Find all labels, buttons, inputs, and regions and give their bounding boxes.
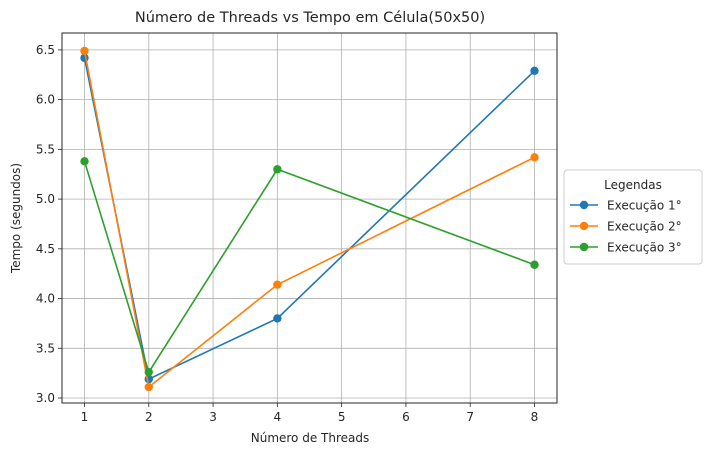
legend-swatch-marker — [579, 221, 589, 231]
legend-entry-label: Execução 2° — [607, 220, 682, 234]
legend-box — [563, 169, 703, 265]
x-tick-label: 2 — [145, 410, 153, 424]
y-tick-label: 4.0 — [36, 292, 55, 306]
x-tick-label: 7 — [466, 410, 474, 424]
data-point-1 — [273, 314, 282, 323]
legend-entry-label: Execução 1° — [607, 199, 682, 213]
y-tick-label: 4.5 — [36, 242, 55, 256]
x-tick-label: 5 — [338, 410, 346, 424]
y-axis-label: Tempo (segundos) — [9, 163, 23, 274]
y-tick-label: 5.0 — [36, 192, 55, 206]
y-tick-label: 5.5 — [36, 142, 55, 156]
data-point-1 — [530, 66, 539, 75]
x-axis-label: Número de Threads — [251, 431, 370, 445]
legend-swatch-marker — [579, 242, 589, 252]
y-tick-label: 3.5 — [36, 341, 55, 355]
chart-title: Número de Threads vs Tempo em Célula(50x… — [135, 10, 485, 26]
data-point-3 — [144, 367, 153, 377]
y-axis: 3.0 3.5 4.0 4.5 5.0 5.5 6.0 6.5 — [36, 43, 62, 405]
x-tick-label: 1 — [81, 410, 89, 424]
y-tick-label: 3.0 — [36, 391, 55, 405]
x-tick-label: 4 — [274, 410, 282, 424]
legend-entry-label: Execução 3° — [607, 241, 682, 255]
plot-frame — [61, 32, 558, 404]
data-point-2 — [273, 280, 282, 289]
data-point-3 — [530, 260, 539, 269]
data-point-3 — [80, 157, 89, 166]
y-tick-label: 6.5 — [36, 43, 55, 57]
series-line-1 — [83, 57, 536, 381]
x-tick-label: 8 — [531, 410, 539, 424]
y-tick-label: 6.0 — [36, 93, 55, 107]
legend-title: Legendas — [604, 178, 662, 192]
data-point-2 — [80, 46, 89, 56]
data-point-2 — [530, 153, 539, 162]
legend-swatch-marker — [579, 200, 589, 210]
data-point-3 — [273, 165, 282, 174]
series-line-2 — [83, 50, 535, 389]
series-group — [80, 46, 539, 392]
series-line-3 — [83, 161, 535, 375]
x-tick-label: 3 — [209, 410, 217, 424]
grid — [62, 33, 557, 403]
x-tick-label: 6 — [402, 410, 410, 424]
x-axis: 1 2 3 4 5 6 7 8 — [81, 403, 539, 424]
data-point-2 — [144, 382, 153, 392]
legend: Legendas Execução 1° Execução 2° Execução 3… — [563, 169, 703, 265]
